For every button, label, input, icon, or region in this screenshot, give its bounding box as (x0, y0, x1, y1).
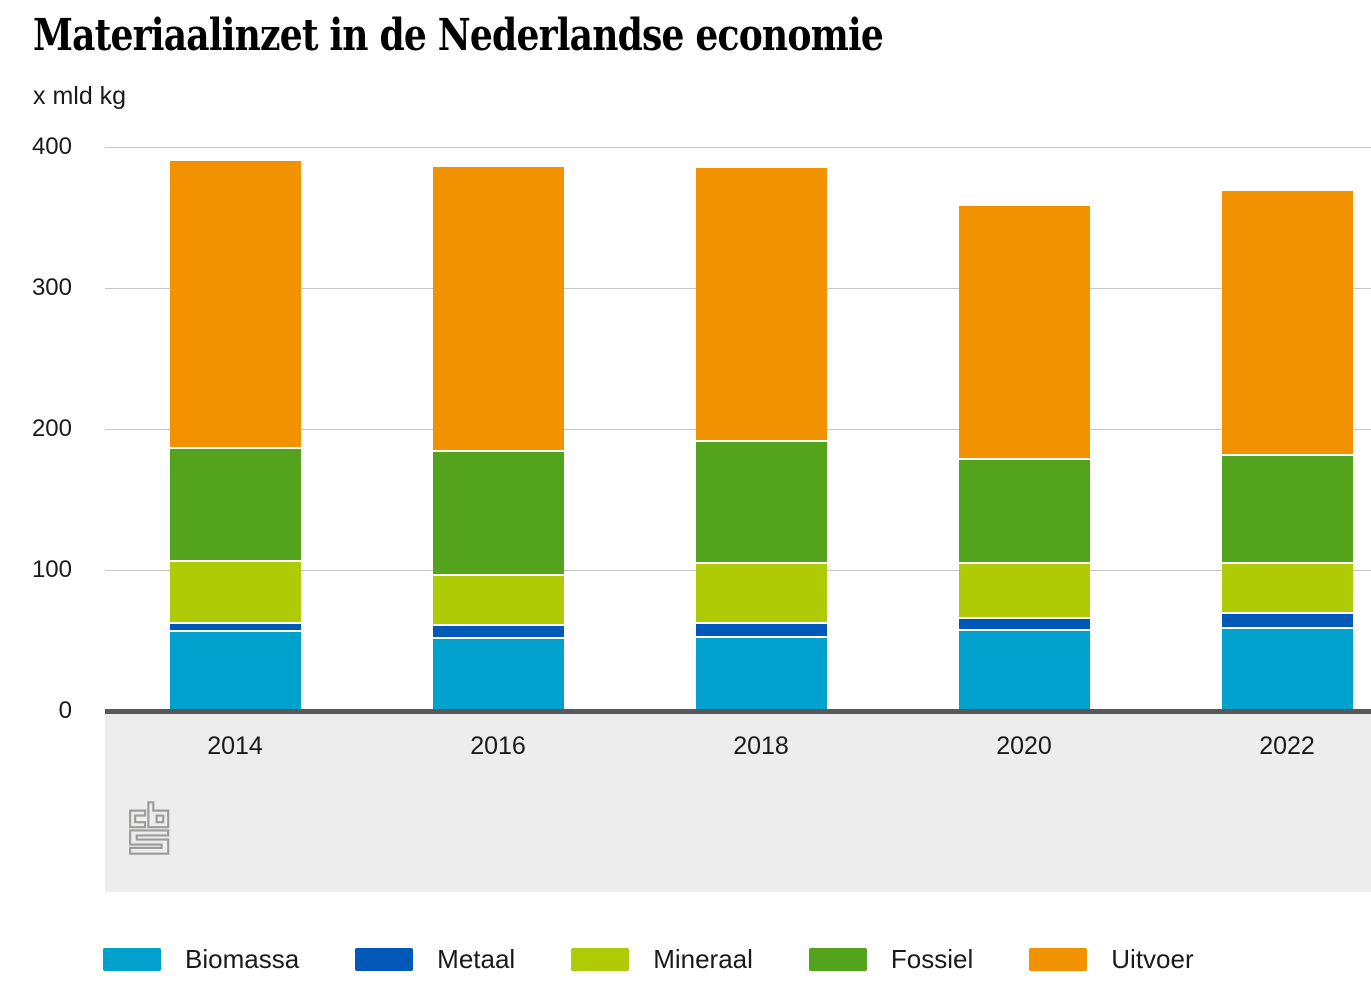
y-axis-unit-label: x mld kg (33, 82, 127, 110)
gridline-400 (105, 147, 1371, 148)
bar-segment-2016-biomassa (432, 639, 564, 711)
bar-segment-2014-biomassa (169, 632, 301, 711)
y-tick-label-400: 400 (31, 133, 72, 160)
legend: Biomassa Metaal Mineraal Fossiel Uitvoer (103, 944, 1194, 975)
bar-segment-2020-metaal (958, 619, 1090, 631)
bar-segment-2020-biomassa (958, 630, 1090, 711)
bar-segment-2016-mineraal (432, 575, 564, 627)
bar-segment-2022-biomassa (1221, 629, 1353, 711)
legend-swatch-fossiel (808, 948, 867, 971)
bar-segment-2016-metaal (432, 626, 564, 640)
legend-label-mineraal: Mineraal (653, 944, 753, 974)
bar-segment-2014-fossiel (169, 448, 301, 562)
legend-label-uitvoer: Uitvoer (1111, 944, 1194, 974)
bar-segment-2022-fossiel (1221, 455, 1353, 565)
legend-swatch-metaal (355, 948, 414, 971)
legend-item-uitvoer: Uitvoer (1029, 944, 1194, 975)
x-axis-label-2016: 2016 (470, 732, 526, 760)
legend-label-biomassa: Biomassa (185, 944, 300, 974)
x-axis-label-2022: 2022 (1259, 732, 1315, 760)
bar-segment-2022-uitvoer (1221, 190, 1353, 456)
bar-segment-2022-metaal (1221, 613, 1353, 630)
plot-area (105, 147, 1371, 711)
bar-2018 (695, 168, 827, 711)
bar-segment-2016-fossiel (432, 451, 564, 576)
bar-segment-2018-fossiel (695, 441, 827, 565)
cbs-logo-letter-b (147, 801, 170, 829)
y-tick-label-0: 0 (58, 697, 72, 724)
y-tick-label-200: 200 (31, 415, 72, 442)
y-tick-label-100: 100 (31, 556, 72, 583)
bar-segment-2022-mineraal (1221, 564, 1353, 614)
bar-segment-2018-mineraal (695, 564, 827, 624)
bar-segment-2014-metaal (169, 623, 301, 633)
bar-segment-2018-metaal (695, 623, 827, 638)
bar-segment-2020-fossiel (958, 460, 1090, 565)
legend-item-metaal: Metaal (355, 944, 515, 975)
legend-swatch-uitvoer (1029, 948, 1088, 971)
legend-swatch-biomassa (103, 948, 161, 971)
legend-label-fossiel: Fossiel (890, 944, 974, 974)
cbs-logo-letter-b-counter (155, 814, 165, 824)
bar-segment-2018-biomassa (695, 637, 827, 711)
bar-segment-2020-uitvoer (958, 206, 1090, 461)
x-axis-band (105, 714, 1371, 892)
x-axis-label-2014: 2014 (207, 732, 263, 760)
legend-item-biomassa: Biomassa (103, 944, 299, 975)
bar-segment-2014-mineraal (169, 561, 301, 624)
legend-label-metaal: Metaal (437, 944, 516, 974)
bar-segment-2020-mineraal (958, 564, 1090, 620)
x-axis-line (105, 709, 1371, 714)
bar-2014 (169, 161, 301, 711)
bar-2016 (432, 166, 564, 711)
chart-title: Materiaalinzet in de Nederlandse economi… (33, 10, 884, 61)
legend-swatch-mineraal (571, 948, 630, 971)
x-axis-label-2018: 2018 (733, 732, 789, 760)
legend-item-mineraal: Mineraal (571, 944, 753, 975)
y-tick-label-300: 300 (31, 274, 72, 301)
bar-segment-2016-uitvoer (432, 166, 564, 452)
bar-segment-2018-uitvoer (695, 168, 827, 442)
cbs-logo-letter-c (129, 809, 147, 829)
legend-item-fossiel: Fossiel (808, 944, 974, 975)
cbs-logo-letter-s (129, 829, 170, 855)
bar-segment-2014-uitvoer (169, 161, 301, 449)
cbs-logo (129, 801, 170, 855)
x-axis-label-2020: 2020 (996, 732, 1052, 760)
bar-2020 (958, 206, 1090, 711)
bar-2022 (1221, 190, 1353, 711)
